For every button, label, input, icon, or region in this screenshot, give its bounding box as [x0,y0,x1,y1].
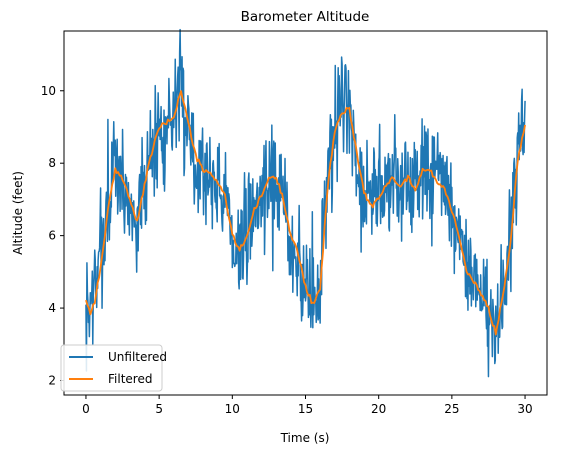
x-tick-label: 5 [155,402,163,416]
x-axis-ticks: 0 5 10 15 20 25 30 [82,395,533,416]
y-tick-label: 10 [41,84,56,98]
chart-title: Barometer Altitude [241,9,370,25]
axes-background [64,31,547,395]
y-axis-label: Altitude (feet) [11,171,25,255]
y-tick-label: 8 [48,156,56,170]
y-tick-label: 4 [48,301,56,315]
x-tick-label: 20 [371,402,386,416]
y-tick-label: 6 [48,229,56,243]
plot-area [63,28,548,396]
x-axis-label: Time (s) [280,431,330,445]
x-tick-label: 10 [225,402,240,416]
legend: Unfiltered Filtered [60,344,167,392]
legend-label-filtered: Filtered [108,372,152,386]
x-tick-label: 25 [444,402,459,416]
x-tick-label: 0 [82,402,90,416]
legend-label-unfiltered: Unfiltered [108,350,167,364]
x-tick-label: 30 [517,402,532,416]
series-line-unfiltered [85,28,526,378]
y-tick-label: 2 [48,374,56,388]
series-layer [85,28,526,378]
series-line-filtered [85,90,526,336]
x-tick-label: 15 [298,402,313,416]
y-axis-ticks: 2 4 6 8 10 [41,84,64,388]
